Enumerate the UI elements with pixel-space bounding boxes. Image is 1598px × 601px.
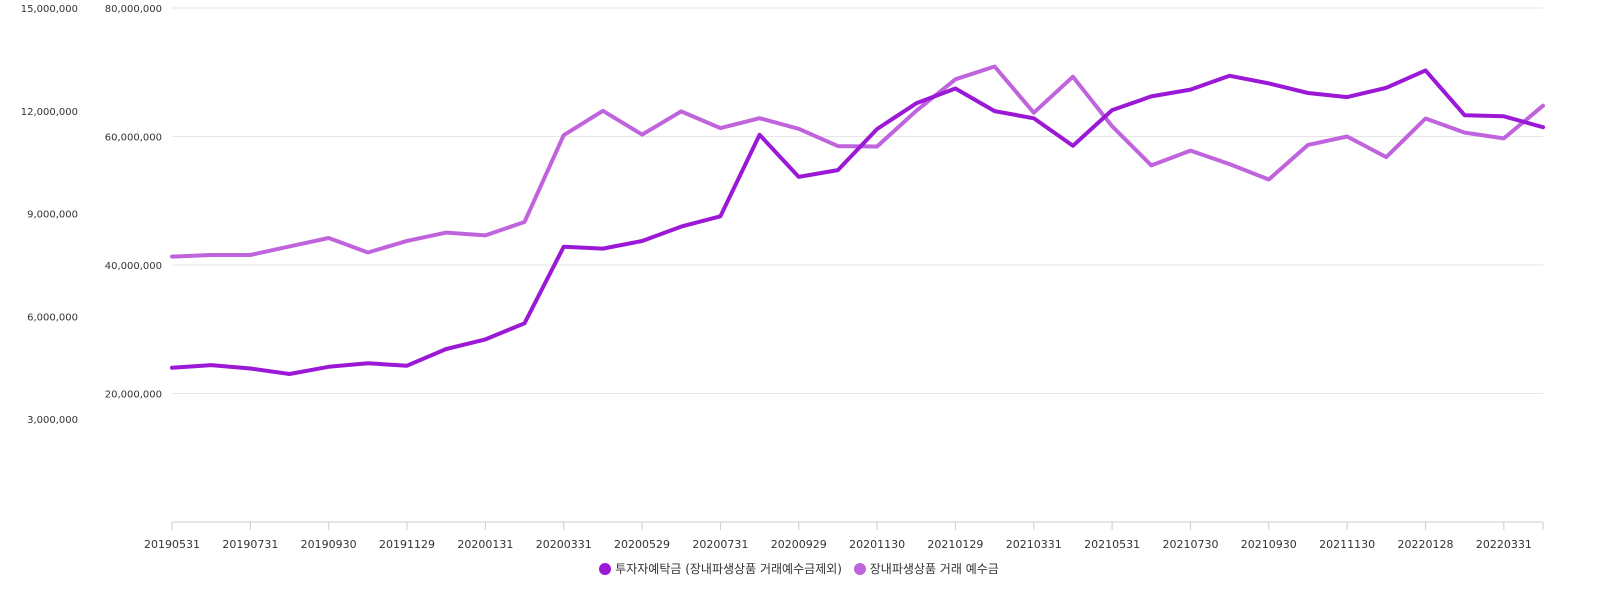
x-tick-label: 20220331 [1476, 538, 1532, 551]
left-y-tick-label: 15,000,000 [21, 4, 78, 15]
x-tick-label: 20200731 [692, 538, 748, 551]
right-y-tick-label: 40,000,000 [105, 261, 162, 272]
right-y-tick-label: 20,000,000 [105, 390, 162, 401]
x-tick-label: 20200929 [771, 538, 827, 551]
legend-label-derivatives-deposit: 장내파생상품 거래 예수금 [869, 562, 999, 576]
x-tick-label: 20190930 [301, 538, 357, 551]
left-y-tick-label: 9,000,000 [27, 210, 78, 221]
x-tick-label: 20210129 [927, 538, 983, 551]
right-y-tick-label: 80,000,000 [105, 4, 162, 15]
x-tick-label: 20220128 [1397, 538, 1453, 551]
left-y-tick-label: 3,000,000 [27, 415, 78, 426]
right-y-tick-label: 60,000,000 [105, 133, 162, 144]
x-tick-label: 20210531 [1084, 538, 1140, 551]
legend-marker-derivatives-deposit [853, 562, 866, 575]
x-tick-label: 20210730 [1162, 538, 1218, 551]
x-tick-label: 20200331 [536, 538, 592, 551]
x-tick-label: 20210930 [1241, 538, 1297, 551]
x-tick-label: 20191129 [379, 538, 435, 551]
x-tick-label: 20201130 [849, 538, 905, 551]
legend-item-investor-deposit[interactable]: 투자자예탁금 (장내파생상품 거래예수금제외) [599, 560, 842, 577]
x-tick-label: 20200529 [614, 538, 670, 551]
x-tick-label: 20211130 [1319, 538, 1375, 551]
x-tick-label: 20200131 [457, 538, 513, 551]
x-tick-label: 20190731 [222, 538, 278, 551]
x-tick-label: 20210331 [1006, 538, 1062, 551]
series-line-0 [170, 68, 1545, 376]
x-tick-label: 20190531 [144, 538, 200, 551]
legend-item-derivatives-deposit[interactable]: 장내파생상품 거래 예수금 [853, 560, 999, 577]
axes: 3,000,000 6,000,000 9,000,000 12,000,000 15,… [21, 4, 1544, 551]
series-line-1 [170, 64, 1545, 259]
series-lines [170, 64, 1545, 376]
left-y-tick-label: 6,000,000 [27, 312, 78, 323]
gridlines [172, 7, 1543, 394]
legend: 투자자예탁금 (장내파생상품 거래예수금제외) 장내파생상품 거래 예수금 [0, 560, 1598, 578]
left-y-tick-label: 12,000,000 [21, 107, 78, 118]
legend-marker-investor-deposit [599, 562, 612, 575]
legend-label-investor-deposit: 투자자예탁금 (장내파생상품 거래예수금제외) [615, 562, 842, 576]
